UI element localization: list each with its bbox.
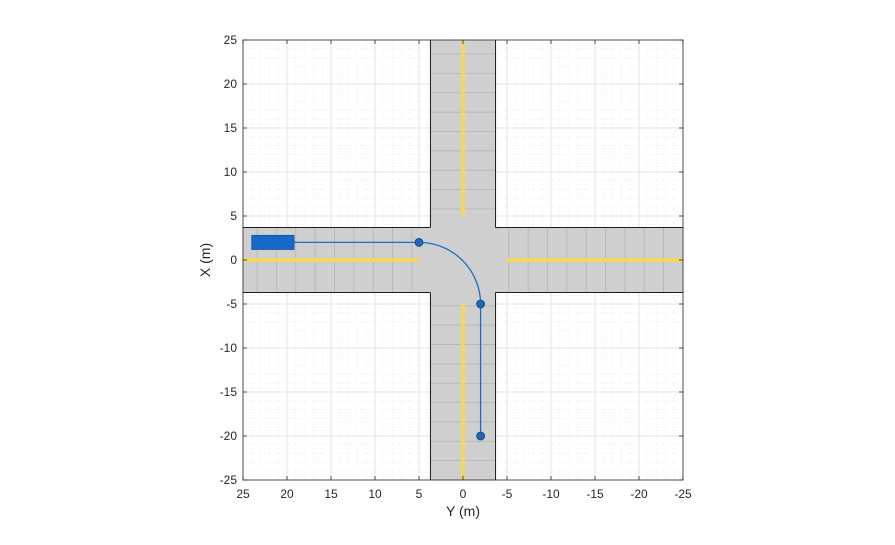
- ego-vehicle: [251, 234, 295, 250]
- y-tick-label: 15: [224, 121, 238, 135]
- axes: 25 20 15 10 5 0 -5 -10 -15 -20 -252520151050-5-10-…: [220, 33, 692, 501]
- x-tick-label: 20: [280, 487, 294, 501]
- trajectory: [251, 234, 486, 441]
- waypoint-marker: [476, 431, 486, 441]
- waypoint-marker: [414, 237, 424, 247]
- y-tick-label: -25: [220, 473, 238, 487]
- x-tick-label: -20: [630, 487, 648, 501]
- x-tick-label: 0: [460, 487, 467, 501]
- y-tick-label: -15: [220, 385, 238, 399]
- x-tick-label: -25: [674, 487, 692, 501]
- x-tick-label: -10: [542, 487, 560, 501]
- x-axis-label: Y (m): [446, 503, 480, 519]
- y-tick-label: -10: [220, 341, 238, 355]
- waypoint-marker: [476, 299, 486, 309]
- x-tick-label: -5: [502, 487, 513, 501]
- x-tick-label: -15: [586, 487, 604, 501]
- y-tick-label: 0: [230, 253, 237, 267]
- y-tick-label: 5: [230, 209, 237, 223]
- x-tick-label: 25: [236, 487, 250, 501]
- y-tick-label: 20: [224, 77, 238, 91]
- x-tick-label: 15: [324, 487, 338, 501]
- trajectory-line: [294, 241, 482, 436]
- y-tick-label: 25: [224, 33, 238, 47]
- y-axis-label: X (m): [197, 243, 213, 277]
- x-tick-label: 10: [368, 487, 382, 501]
- y-tick-label: -20: [220, 429, 238, 443]
- x-tick-label: 5: [416, 487, 423, 501]
- y-tick-label: -5: [226, 297, 237, 311]
- y-tick-label: 10: [224, 165, 238, 179]
